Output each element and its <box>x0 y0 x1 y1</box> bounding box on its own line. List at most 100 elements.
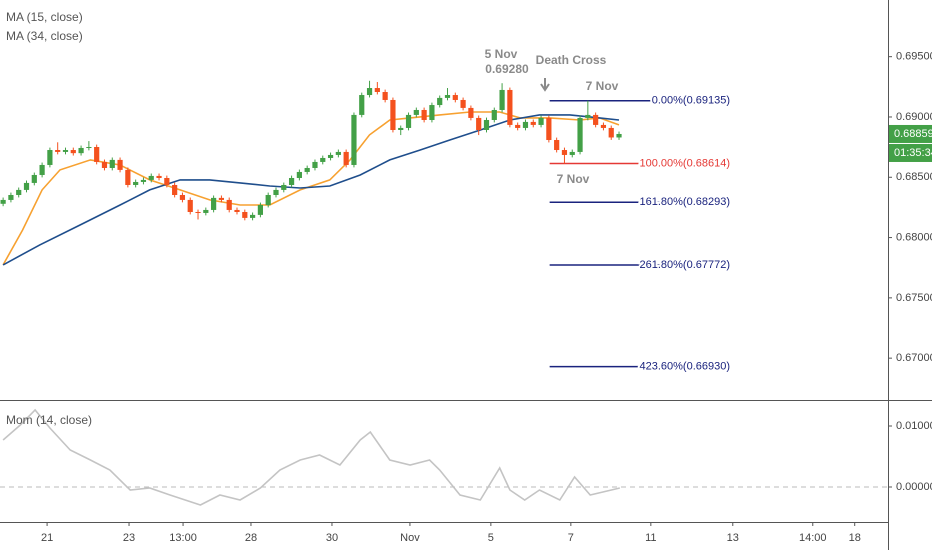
candle-body <box>327 154 334 158</box>
annotation: Death Cross <box>536 53 607 67</box>
candle-body <box>47 150 53 165</box>
candle-body <box>195 211 201 213</box>
candle-body <box>211 197 217 210</box>
candle-body <box>234 209 240 212</box>
candle-body <box>187 199 193 212</box>
x-tick-label: 7 <box>568 532 574 544</box>
candle-body <box>554 140 560 151</box>
candle-body <box>125 169 131 185</box>
y-tick-label: 0.67000 <box>896 352 932 364</box>
last-price-tag <box>889 124 932 143</box>
annotation: 7 Nov <box>586 79 619 93</box>
candle-body <box>499 89 505 110</box>
candle-body <box>31 174 37 183</box>
candle-body <box>390 99 396 130</box>
candle-body <box>468 107 474 118</box>
indicator-line <box>2 114 620 266</box>
candle-body <box>273 189 279 195</box>
candle-body <box>600 124 607 128</box>
candle-body <box>382 92 388 100</box>
candle-body <box>0 199 6 204</box>
candle-body <box>218 197 225 200</box>
x-tick-label: 21 <box>41 532 53 544</box>
candle-body <box>39 164 45 175</box>
candle-body <box>164 177 170 185</box>
candle-body <box>538 117 544 125</box>
candle-body <box>335 151 341 155</box>
legend-entry: MA (34, close) <box>6 29 83 43</box>
candle-body <box>320 157 326 162</box>
x-tick-label: 14:00 <box>799 532 827 544</box>
candle-body <box>62 150 69 152</box>
candle-body <box>374 88 380 93</box>
legend-entry: MA (15, close) <box>6 10 83 24</box>
y-tick-label: 0.69000 <box>896 111 932 123</box>
fib-label: 0.00%(0.69135) <box>652 95 730 107</box>
candle-body <box>226 199 232 210</box>
candle-body <box>429 105 435 120</box>
candle-body <box>242 211 248 218</box>
y-tick-label: 0.68500 <box>896 171 932 183</box>
candle-body <box>296 171 302 178</box>
candle-body <box>101 161 108 168</box>
candle-body <box>179 194 186 200</box>
y-tick-label: 0.01000 <box>896 420 932 432</box>
x-tick-label: 5 <box>488 532 494 544</box>
candle-body <box>507 89 513 125</box>
candle-body <box>94 147 100 162</box>
candle-body <box>608 127 614 138</box>
candle-body <box>257 205 263 215</box>
candle-body <box>546 117 552 141</box>
candle-body <box>577 117 583 152</box>
candle-body <box>55 150 61 152</box>
countdown-label: 01:35:34 <box>894 147 932 159</box>
candle-body <box>312 161 318 168</box>
arrow-icon <box>540 78 550 92</box>
candle-body <box>452 95 458 100</box>
y-tick-label: 0.68000 <box>896 231 932 243</box>
candle-body <box>398 127 404 130</box>
annotation: 0.69280 <box>485 62 529 76</box>
candle-body <box>250 214 256 218</box>
candle-body <box>343 151 349 165</box>
y-tick-label: 0.00000 <box>896 481 932 493</box>
x-tick-label: Nov <box>400 532 420 544</box>
fib-label: 100.00%(0.68614) <box>639 157 730 169</box>
x-tick-label: 30 <box>326 532 338 544</box>
candle-body <box>78 147 84 154</box>
candle-body <box>109 159 115 168</box>
x-tick-label: 18 <box>849 532 861 544</box>
candle-body <box>156 175 162 178</box>
candle-body <box>460 99 466 108</box>
candle-body <box>366 88 373 96</box>
candle-body <box>522 121 529 128</box>
candle-body <box>16 189 22 195</box>
candle-body <box>561 150 568 155</box>
candle-body <box>117 159 123 170</box>
indicator-line <box>2 408 620 506</box>
candle-body <box>133 181 139 185</box>
candle-body <box>421 109 427 120</box>
candle-body <box>288 177 295 185</box>
x-tick-label: 23 <box>123 532 135 544</box>
candle-body <box>281 184 287 190</box>
x-tick-label: 28 <box>245 532 257 544</box>
y-tick-label: 0.67500 <box>896 292 932 304</box>
candle-body <box>304 167 310 172</box>
fib-label: 161.80%(0.68293) <box>639 196 730 208</box>
candle-body <box>140 179 147 182</box>
candle-body <box>585 114 591 118</box>
candle-body <box>203 209 209 213</box>
fib-label: 423.60%(0.66930) <box>639 361 730 373</box>
candle-body <box>172 184 178 195</box>
legend-entry: Mom (14, close) <box>6 413 92 427</box>
candle-body <box>491 109 497 120</box>
candle-body <box>437 97 443 106</box>
candle-body <box>86 147 92 149</box>
countdown-tag <box>889 143 932 162</box>
x-tick-label: 11 <box>645 532 656 544</box>
candle-body <box>8 194 14 200</box>
candle-body <box>483 119 490 130</box>
